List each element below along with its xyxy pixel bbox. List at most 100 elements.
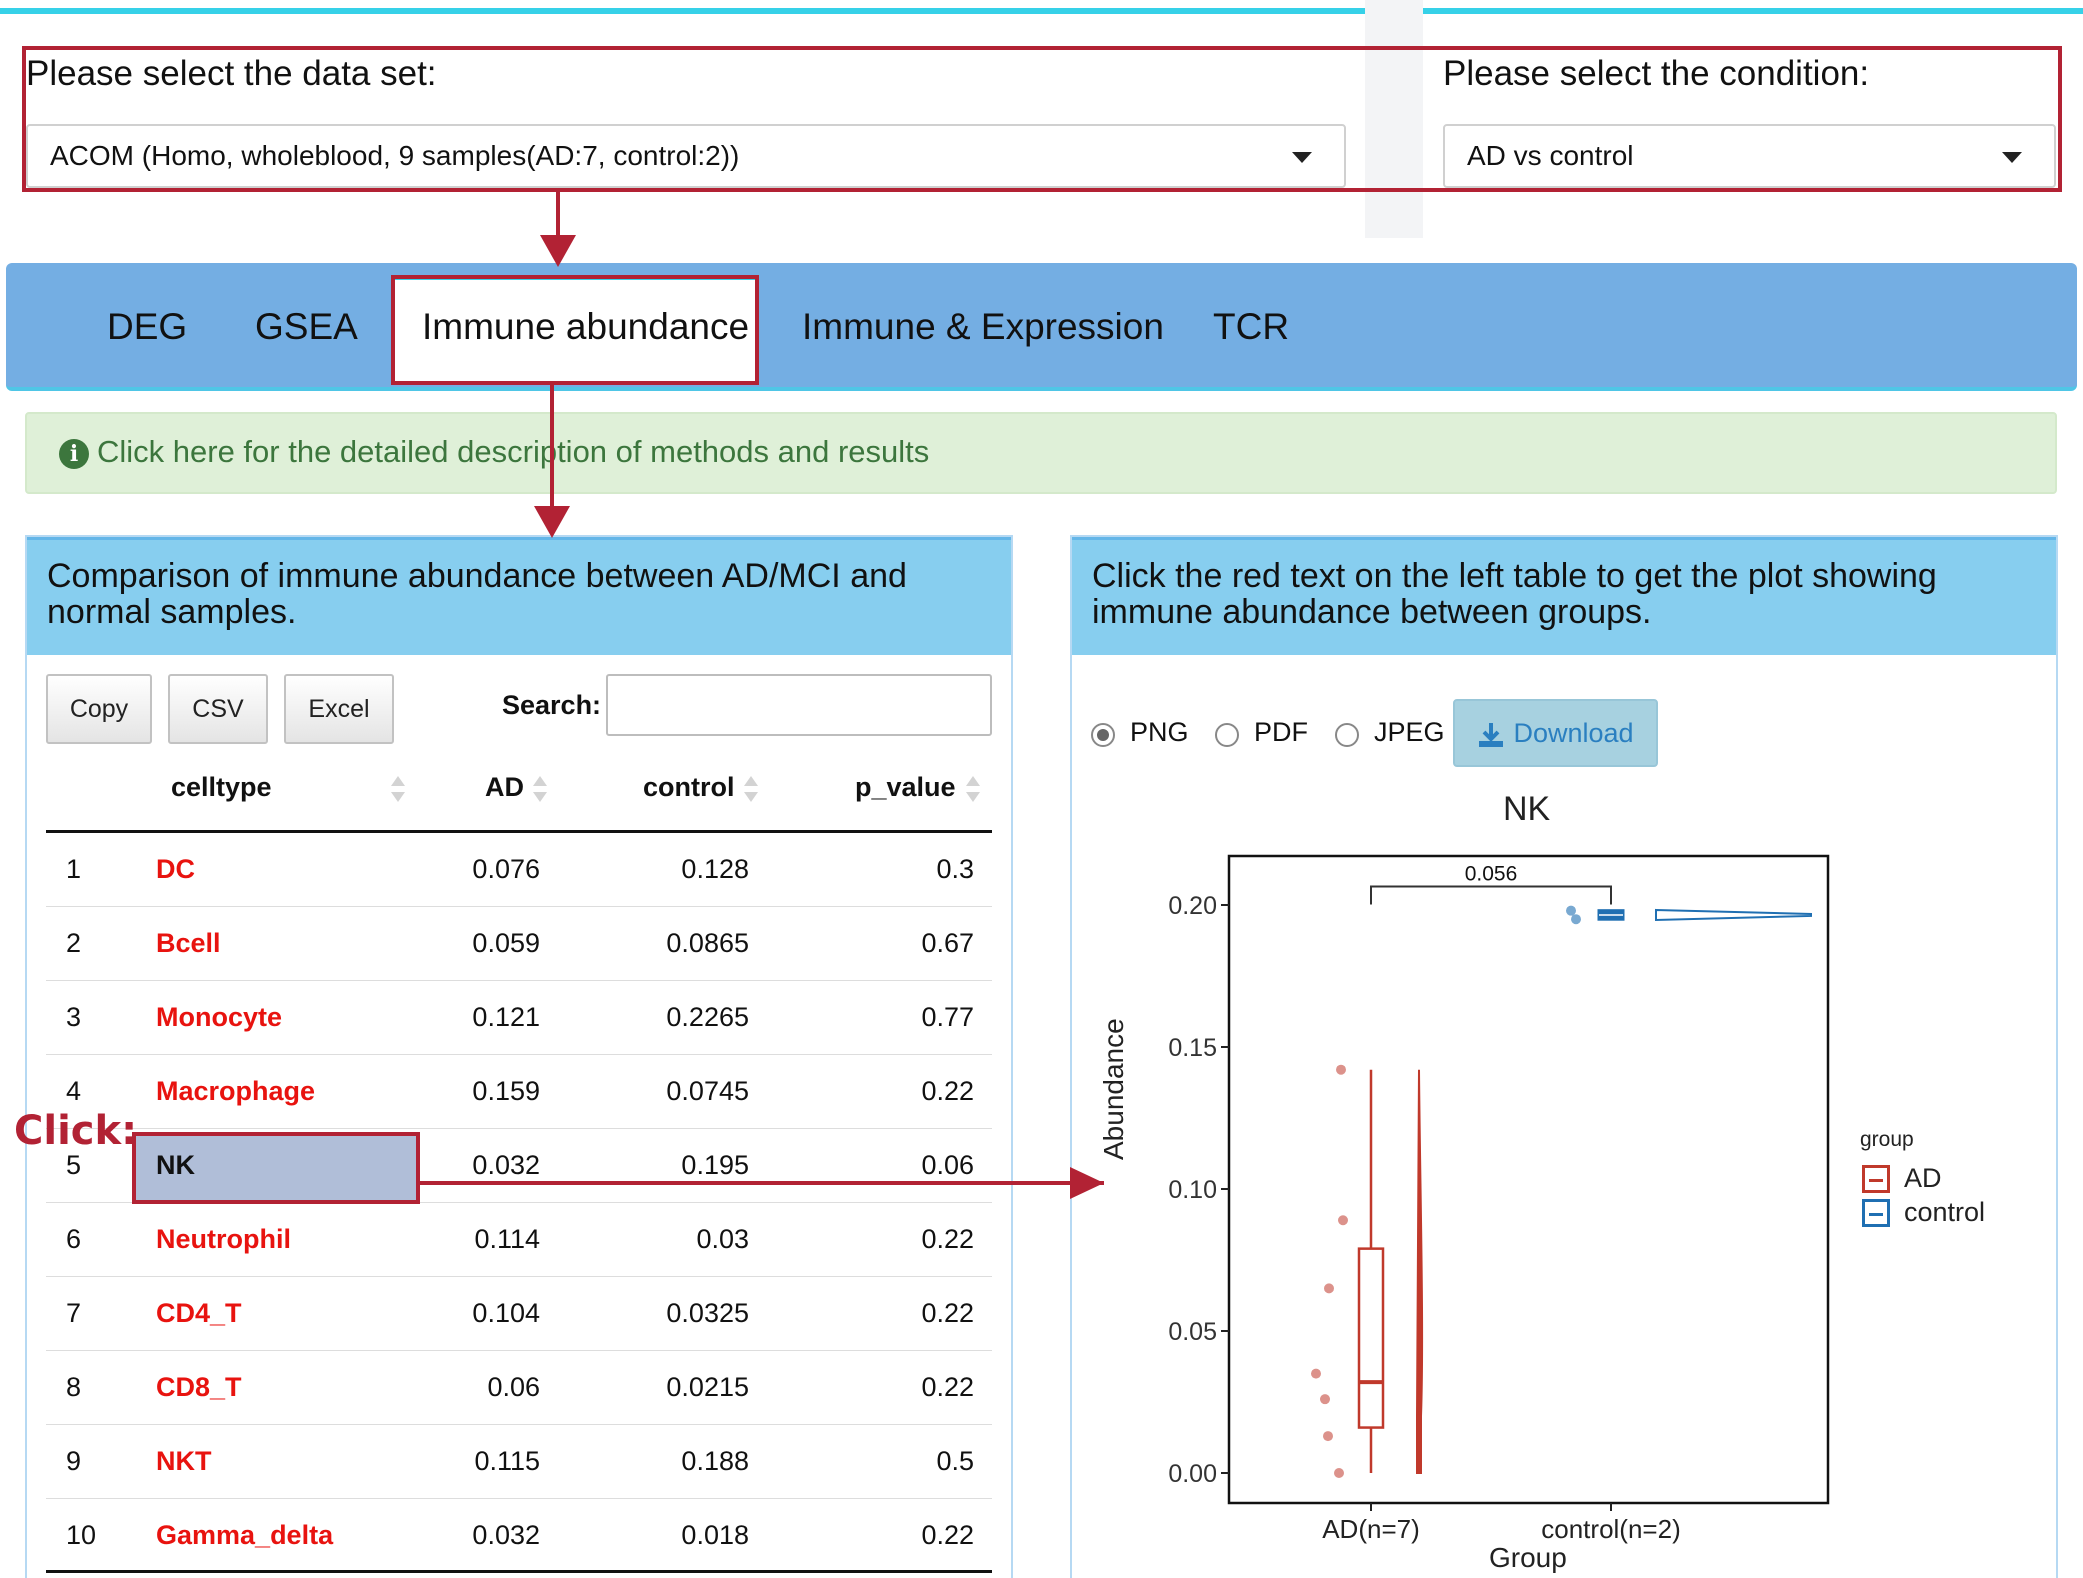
- y-axis-label: Abundance: [1098, 1018, 1129, 1160]
- sort-icon[interactable]: [391, 776, 405, 804]
- dataset-select-value: ACOM (Homo, wholeblood, 9 samples(AD:7, …: [50, 140, 740, 171]
- condition-select-value: AD vs control: [1467, 140, 1634, 171]
- row-index: 2: [66, 928, 82, 958]
- ad-data-point: [1311, 1368, 1321, 1379]
- table-row: 7 CD4_T 0.104 0.0325 0.22: [46, 1277, 992, 1351]
- celltype-link[interactable]: NKT: [156, 1446, 212, 1476]
- p-value-label: 0.056: [1465, 863, 1518, 886]
- tab-bar: [6, 263, 2077, 391]
- tab-deg[interactable]: DEG: [107, 306, 188, 347]
- p-value: 0.22: [921, 1520, 974, 1550]
- control-violin: [1655, 908, 1812, 921]
- y-tick-label: 0.05: [1168, 1318, 1217, 1346]
- table-row: 6 Neutrophil 0.114 0.03 0.22: [46, 1203, 992, 1277]
- control-data-point: [1566, 905, 1576, 916]
- tab-immune-expression[interactable]: Immune & Expression: [802, 306, 1164, 347]
- table-row: 1 DC 0.076 0.128 0.3: [46, 833, 992, 907]
- plot-frame: [1227, 854, 1830, 1505]
- col-header-celltype[interactable]: celltype: [171, 772, 272, 802]
- p-value: 0.3: [936, 854, 974, 884]
- legend-key-control: [1862, 1199, 1890, 1227]
- col-header-p-value[interactable]: p_value: [855, 772, 956, 802]
- chevron-down-icon: [2002, 152, 2022, 163]
- celltype-link[interactable]: Bcell: [156, 928, 221, 958]
- celltype-link[interactable]: NK: [156, 1150, 195, 1180]
- x-axis-label: Group: [1489, 1542, 1567, 1573]
- excel-button[interactable]: Excel: [284, 674, 394, 744]
- sort-icon[interactable]: [744, 776, 758, 804]
- ad-box: [1357, 1247, 1385, 1429]
- table-row: 2 Bcell 0.059 0.0865 0.67: [46, 907, 992, 981]
- format-radio-jpeg[interactable]: [1335, 723, 1359, 747]
- copy-button[interactable]: Copy: [46, 674, 152, 744]
- csv-button[interactable]: CSV: [168, 674, 268, 744]
- sort-icon[interactable]: [966, 776, 980, 804]
- table-row: 5 NK 0.032 0.195 0.06: [46, 1129, 992, 1203]
- row-index: 9: [66, 1446, 82, 1476]
- search-input[interactable]: [606, 674, 992, 736]
- ad-value: 0.059: [472, 928, 540, 958]
- description-alert[interactable]: i Click here for the detailed descriptio…: [25, 412, 2057, 494]
- row-index: 7: [66, 1298, 82, 1328]
- celltype-link[interactable]: Monocyte: [156, 1002, 283, 1032]
- download-button[interactable]: Download: [1453, 699, 1658, 767]
- control-value: 0.0865: [666, 928, 749, 958]
- dataset-select[interactable]: ACOM (Homo, wholeblood, 9 samples(AD:7, …: [26, 124, 1346, 188]
- ad-value: 0.115: [474, 1446, 540, 1476]
- celltype-link[interactable]: Gamma_delta: [156, 1520, 334, 1550]
- condition-panel: [1423, 8, 2083, 238]
- ad-value: 0.104: [472, 1298, 540, 1328]
- col-header-control[interactable]: control: [643, 772, 735, 802]
- selected-row-highlight: [134, 1135, 418, 1203]
- tab-immune-abundance[interactable]: Immune abundance: [422, 306, 750, 347]
- description-link[interactable]: Click here for the detailed description …: [97, 434, 930, 469]
- ad-violin: [1416, 1069, 1424, 1474]
- boxplot-chart: 0.00 0.05 0.10 0.15 0.20 AD(n=7) control(n=2) 0…: [1168, 854, 1830, 1544]
- format-radio-png[interactable]: [1091, 723, 1115, 747]
- ad-data-point: [1336, 1064, 1346, 1075]
- format-label-pdf: PDF: [1254, 717, 1308, 747]
- click-annotation-label: Click:: [14, 1108, 138, 1154]
- chevron-down-icon: [1292, 152, 1312, 163]
- condition-select[interactable]: AD vs control: [1443, 124, 2056, 188]
- p-value: 0.22: [921, 1076, 974, 1106]
- format-radio-pdf[interactable]: [1215, 723, 1239, 747]
- control-value: 0.03: [696, 1224, 749, 1254]
- celltype-link[interactable]: CD4_T: [156, 1298, 242, 1328]
- celltype-link[interactable]: CD8_T: [156, 1372, 242, 1402]
- tab-gsea[interactable]: GSEA: [255, 306, 358, 347]
- tab-tcr[interactable]: TCR: [1213, 306, 1290, 347]
- dataset-label: Please select the data set:: [26, 54, 437, 93]
- p-value: 0.77: [921, 1002, 974, 1032]
- y-tick-label: 0.00: [1168, 1460, 1217, 1488]
- row-index: 1: [66, 854, 82, 884]
- celltype-link[interactable]: Macrophage: [156, 1076, 316, 1106]
- control-value: 0.2265: [666, 1002, 749, 1032]
- legend-title: group: [1860, 1128, 1914, 1151]
- ad-data-point: [1320, 1394, 1330, 1405]
- download-icon: [1479, 722, 1504, 747]
- control-value: 0.188: [681, 1446, 749, 1476]
- left-box-title: Comparison of immune abundance between A…: [47, 557, 907, 631]
- ad-data-point: [1338, 1215, 1348, 1226]
- ad-value: 0.076: [472, 854, 540, 884]
- y-tick-label: 0.15: [1168, 1034, 1217, 1062]
- y-tick-label: 0.20: [1168, 892, 1217, 920]
- legend-label-ad: AD: [1904, 1163, 1942, 1193]
- celltype-link[interactable]: DC: [156, 854, 195, 884]
- row-index: 8: [66, 1372, 82, 1402]
- annotation-arrow-icon: [540, 235, 576, 267]
- table-row: 8 CD8_T 0.06 0.0215 0.22: [46, 1351, 992, 1425]
- sort-icon[interactable]: [533, 776, 547, 804]
- right-box-title: Click the red text on the left table to …: [1092, 557, 1937, 631]
- ad-value: 0.06: [487, 1372, 540, 1402]
- control-value: 0.018: [681, 1520, 749, 1550]
- table-row: 3 Monocyte 0.121 0.2265 0.77: [46, 981, 992, 1055]
- box-header: Comparison of immune abundance between A…: [27, 537, 1011, 655]
- control-value: 0.0745: [666, 1076, 749, 1106]
- col-header-ad[interactable]: AD: [485, 772, 524, 802]
- p-value: 0.5: [936, 1446, 974, 1476]
- celltype-link[interactable]: Neutrophil: [156, 1224, 291, 1254]
- legend-label-control: control: [1904, 1197, 1986, 1227]
- ad-value: 0.159: [472, 1076, 540, 1106]
